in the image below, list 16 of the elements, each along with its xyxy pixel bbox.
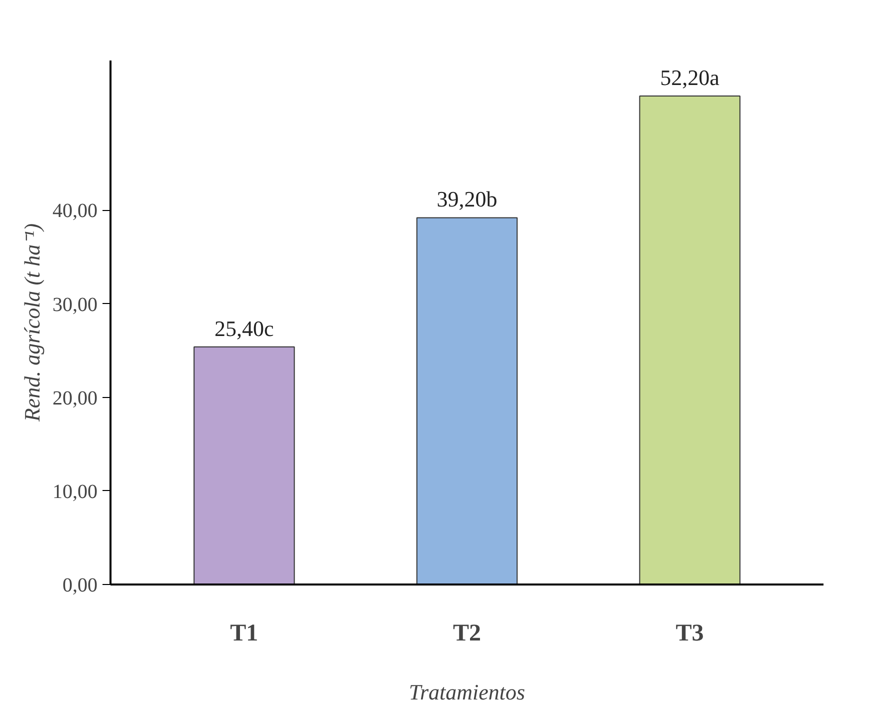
y-tick-label: 30,00 [52,294,98,316]
bar [639,96,740,584]
y-tick-label: 10,00 [52,480,98,503]
x-tick-label: T1 [230,620,258,646]
y-tick-label: 20,00 [52,387,98,410]
y-tick-label: 0,00 [62,574,98,596]
x-tick-label: T2 [452,620,482,646]
bar [194,346,295,584]
bar [416,217,518,584]
data-label: 39,20b [436,186,498,212]
y-tick-label: 40,00 [52,200,98,222]
x-axis-title: Tratamientos [408,680,526,704]
y-axis-title: Rend. agrícola (t ha⁻¹) [20,223,44,423]
data-label: 25,40c [214,316,274,341]
data-label: 52,20a [660,65,720,90]
x-tick-label: T3 [676,620,704,646]
